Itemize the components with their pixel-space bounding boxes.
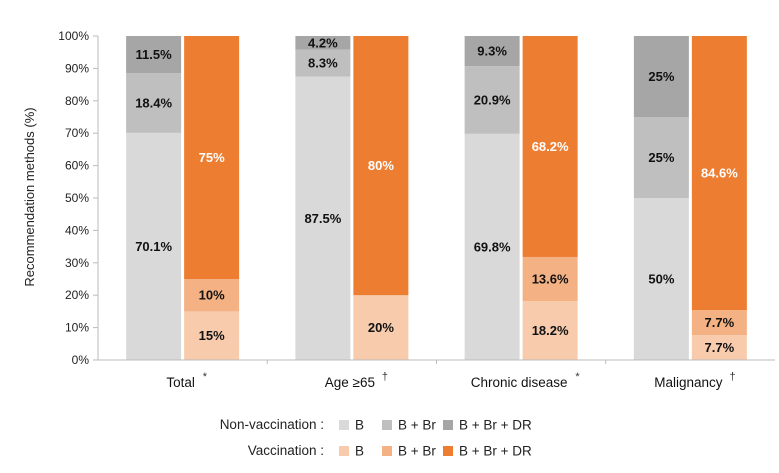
legend: Non-vaccination : B B + Br B + Br + DR Vacci… <box>220 417 532 459</box>
legend-swatch <box>443 446 453 456</box>
bar-segment <box>633 117 689 198</box>
data-label: 7.7% <box>705 340 735 355</box>
data-label: 13.6% <box>532 272 569 287</box>
y-tick-label: 100% <box>58 29 89 43</box>
bar-segment <box>633 198 689 360</box>
data-labels: 70.1% 18.4% 11.5% 15% 10% 75% 87.5% 8.3% 4.2% 20%… <box>135 35 738 355</box>
bar-segment <box>464 66 520 134</box>
x-category-mark: † <box>729 371 735 383</box>
y-tick-label: 0% <box>72 353 90 367</box>
legend-entry: B + Br + DR <box>459 418 532 433</box>
y-tick-label: 40% <box>65 223 89 237</box>
bar-segment <box>184 311 240 360</box>
data-label: 8.3% <box>308 56 338 71</box>
data-label: 68.2% <box>532 139 569 154</box>
bar-segment <box>464 36 520 67</box>
bars <box>126 36 747 360</box>
bar-segment <box>633 36 689 117</box>
data-label: 25% <box>648 69 674 84</box>
legend-entry: B <box>355 418 364 433</box>
bar-segment <box>464 133 520 360</box>
bar-segment <box>522 36 578 257</box>
data-label: 7.7% <box>705 315 735 330</box>
x-category-label: Total <box>166 375 195 390</box>
y-tick-label: 70% <box>65 126 89 140</box>
bar-segment <box>522 256 578 302</box>
bar-segment <box>691 36 747 311</box>
legend-group-label: Non-vaccination : <box>220 417 324 432</box>
bar-segment <box>522 301 578 360</box>
data-label: 75% <box>199 150 225 165</box>
y-tick-label: 30% <box>65 256 89 270</box>
legend-entry: B + Br <box>398 418 436 433</box>
data-label: 87.5% <box>304 211 341 226</box>
bar-segment <box>691 310 747 336</box>
data-label: 10% <box>199 288 225 303</box>
data-label: 84.6% <box>701 166 738 181</box>
data-label: 18.2% <box>532 323 569 338</box>
x-category-mark: † <box>382 371 388 383</box>
data-label: 18.4% <box>135 96 172 111</box>
x-category-label: Chronic disease <box>471 375 568 390</box>
x-category-mark: * <box>203 371 208 383</box>
bar-segment <box>295 49 351 77</box>
data-label: 15% <box>199 328 225 343</box>
y-tick-label: 80% <box>65 94 89 108</box>
x-category-label: Age ≥65 <box>325 375 375 390</box>
bar-segment <box>126 132 182 360</box>
data-label: 4.2% <box>308 35 338 50</box>
data-label: 70.1% <box>135 239 172 254</box>
bar-segment <box>691 335 747 360</box>
bar-segment <box>353 36 409 296</box>
legend-entry: B <box>355 444 364 459</box>
y-tick-label: 20% <box>65 288 89 302</box>
data-label: 69.8% <box>474 239 511 254</box>
bar-segment <box>295 36 351 50</box>
legend-swatch <box>382 420 392 430</box>
legend-entry: B + Br <box>398 444 436 459</box>
x-category-label: Malignancy <box>654 375 723 390</box>
y-tick-label: 10% <box>65 321 89 335</box>
y-tick-label: 60% <box>65 159 89 173</box>
legend-entry: B + Br + DR <box>459 444 532 459</box>
y-tick-label: 50% <box>65 191 89 205</box>
legend-swatch <box>382 446 392 456</box>
legend-group-label: Vaccination : <box>248 443 324 458</box>
x-category-mark: * <box>575 371 580 383</box>
data-label: 9.3% <box>477 44 507 59</box>
data-label: 80% <box>368 158 394 173</box>
bar-segment <box>353 295 409 360</box>
bar-segment <box>295 76 351 360</box>
data-label: 11.5% <box>136 47 173 62</box>
y-axis-label: Recommendation methods (%) <box>22 107 37 286</box>
x-axis: Total * Age ≥65 † Chronic disease * Malignancy… <box>98 359 775 390</box>
data-label: 20% <box>368 320 394 335</box>
bar-segment <box>126 36 182 74</box>
legend-swatch <box>339 446 349 456</box>
bar-segment <box>184 36 240 279</box>
bar-segment <box>184 279 240 312</box>
data-label: 25% <box>648 150 674 165</box>
bar-segment <box>126 73 182 133</box>
legend-swatch <box>443 420 453 430</box>
legend-swatch <box>339 420 349 430</box>
y-axis: 0% 10% 20% 30% 40% 50% 60% 70% 80% 90% 100% <box>58 29 99 367</box>
y-tick-label: 90% <box>65 61 89 75</box>
data-label: 50% <box>648 272 674 287</box>
data-label: 20.9% <box>474 92 511 107</box>
